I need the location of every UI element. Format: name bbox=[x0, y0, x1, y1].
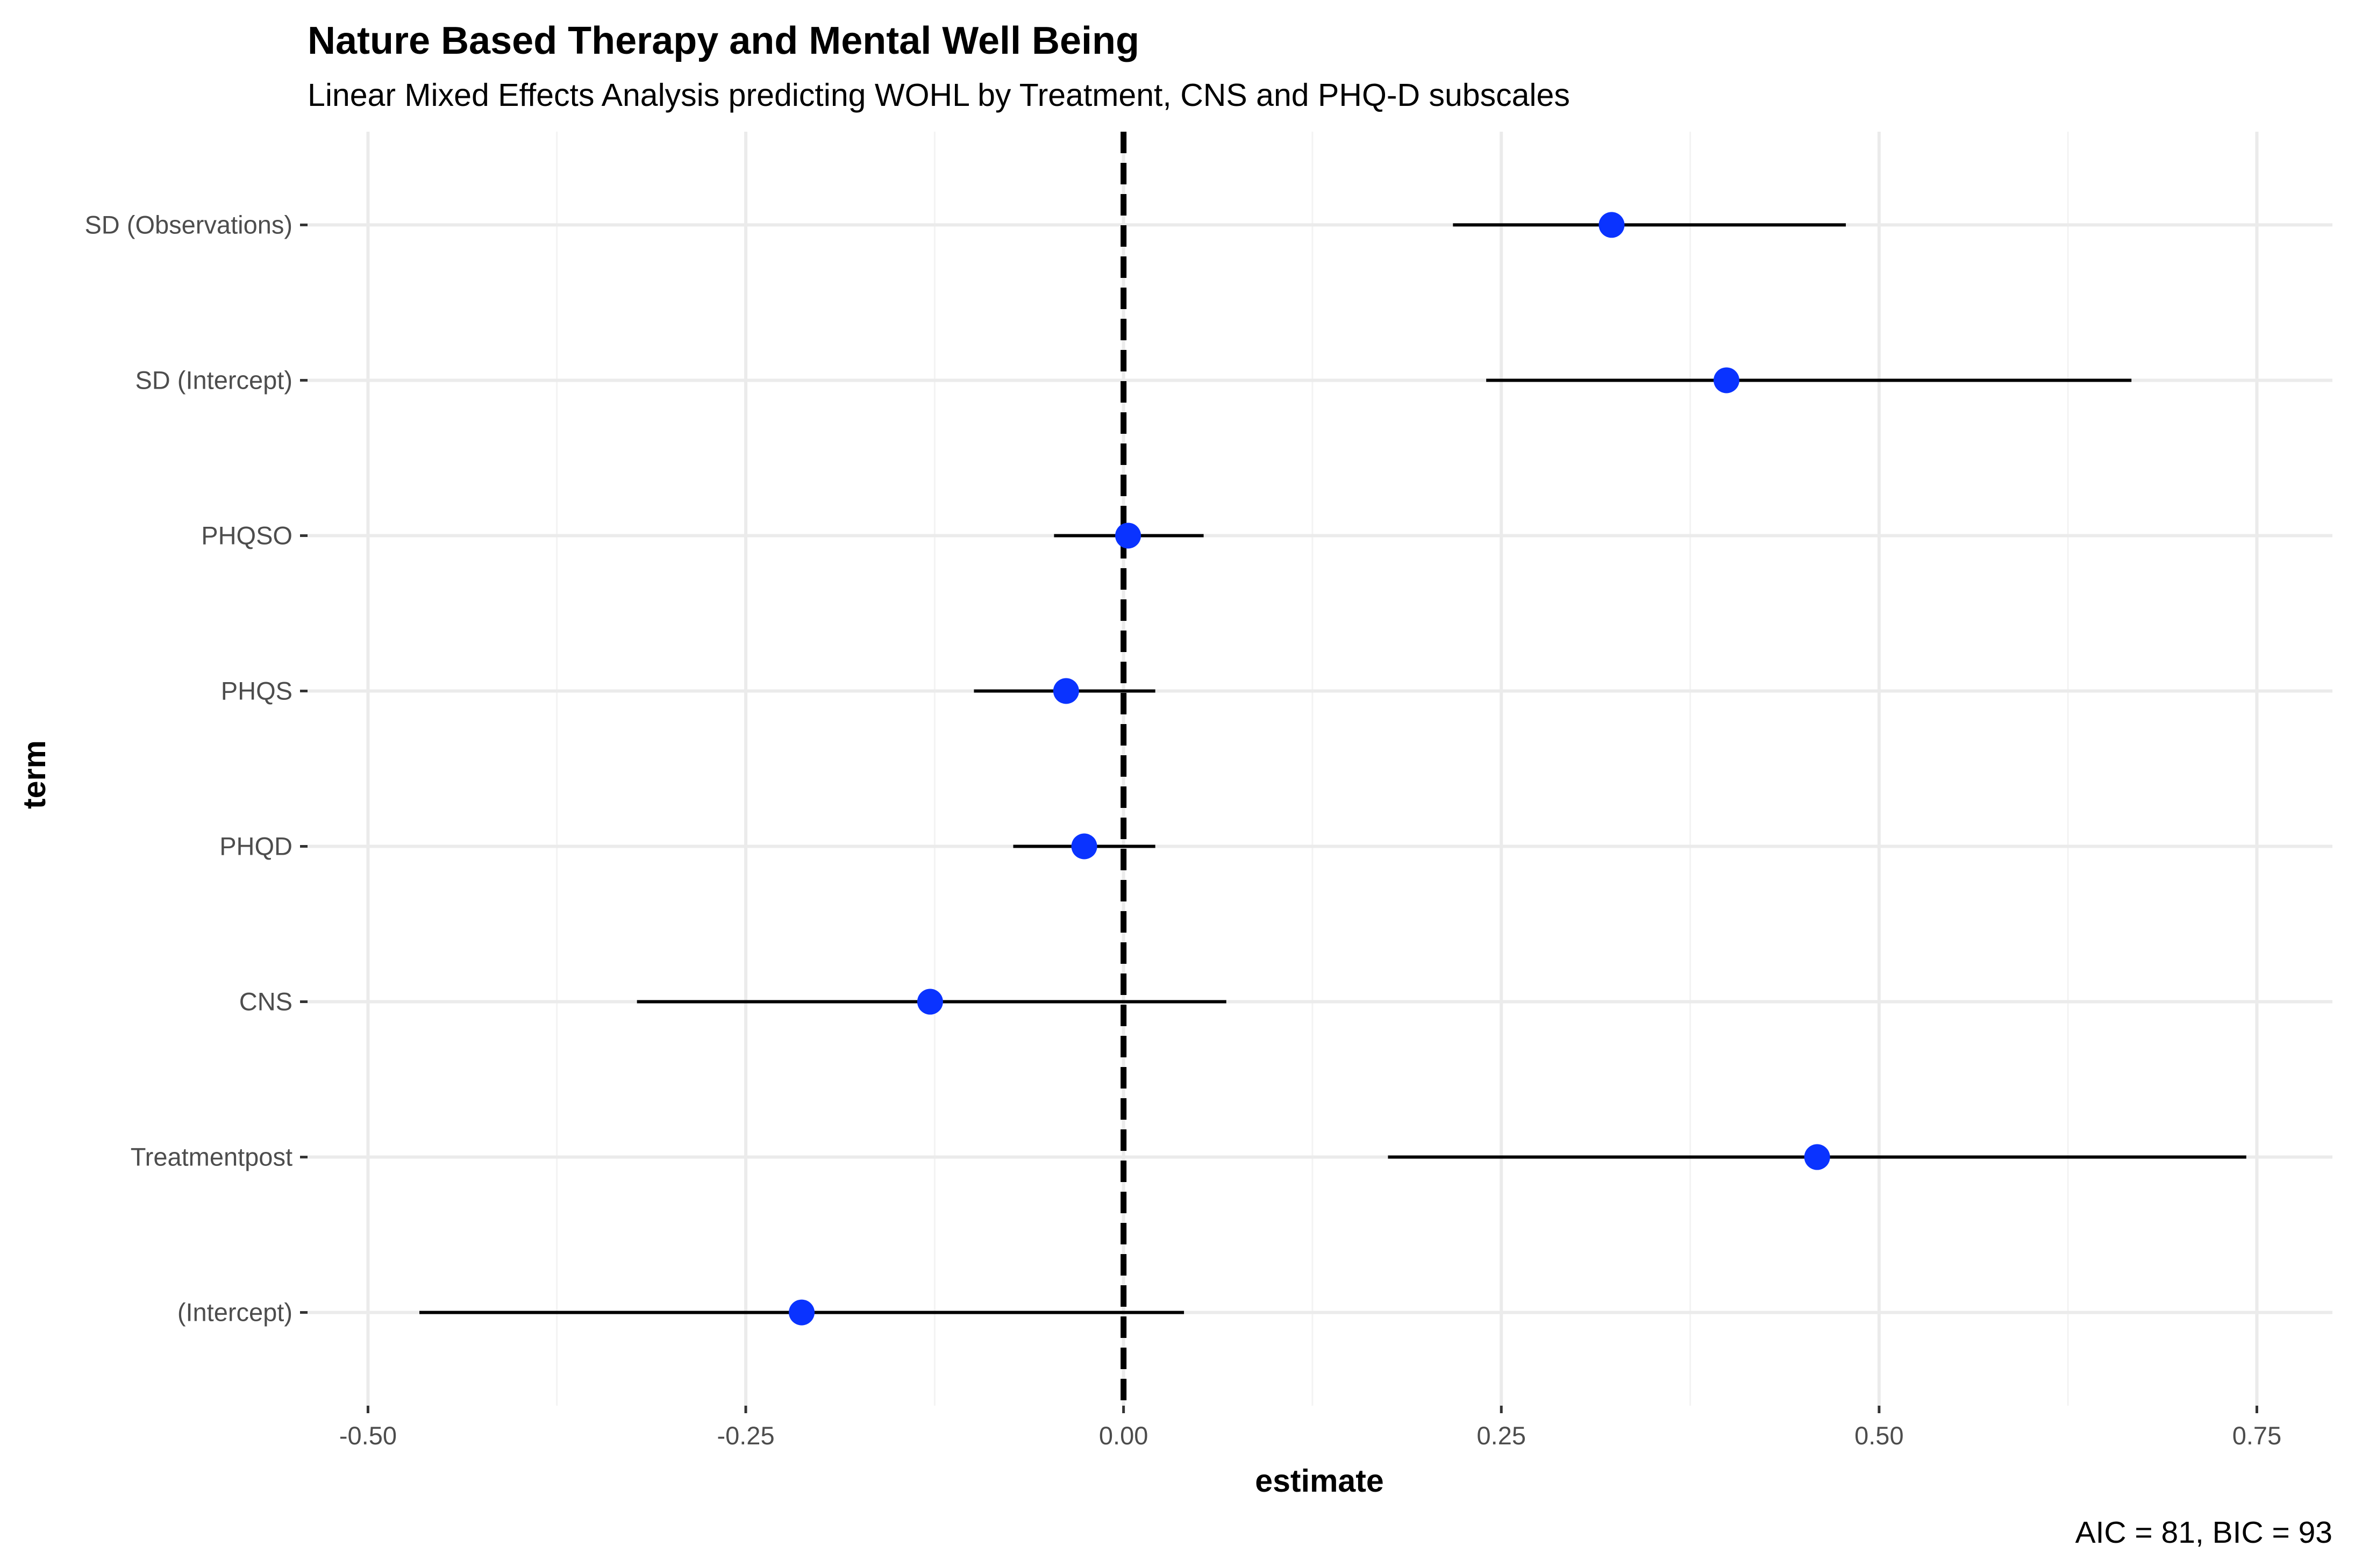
estimate-point bbox=[917, 989, 943, 1015]
y-tick-label: SD (Intercept) bbox=[135, 366, 292, 394]
y-tick-label: CNS bbox=[239, 987, 292, 1016]
estimate-point bbox=[1071, 833, 1097, 860]
estimate-point bbox=[1598, 212, 1625, 238]
chart-title: Nature Based Therapy and Mental Well Bei… bbox=[308, 19, 1139, 62]
y-axis-title: term bbox=[17, 740, 52, 809]
estimate-point bbox=[1804, 1144, 1830, 1170]
x-axis: -0.50 -0.25 0.00 0.25 0.50 0.75 bbox=[339, 1406, 2281, 1450]
x-tick-label: -0.50 bbox=[339, 1421, 397, 1450]
x-axis-title: estimate bbox=[1255, 1463, 1383, 1499]
chart-subtitle: Linear Mixed Effects Analysis predicting… bbox=[308, 77, 1570, 113]
y-tick-label: SD (Observations) bbox=[84, 210, 292, 239]
confidence-intervals bbox=[419, 223, 2246, 1314]
estimate-points bbox=[789, 212, 1830, 1326]
x-tick-label: 0.50 bbox=[1854, 1421, 1903, 1450]
y-tick-label: (Intercept) bbox=[177, 1298, 292, 1327]
estimate-point bbox=[789, 1299, 815, 1326]
x-tick-label: 0.75 bbox=[2232, 1421, 2281, 1450]
y-tick-label: PHQD bbox=[219, 832, 292, 861]
x-tick-label: -0.25 bbox=[717, 1421, 774, 1450]
estimate-point bbox=[1053, 678, 1079, 704]
estimate-point bbox=[1714, 367, 1740, 393]
estimate-point bbox=[1115, 522, 1141, 549]
x-tick-label: 0.25 bbox=[1477, 1421, 1526, 1450]
minor-gridlines bbox=[556, 132, 2069, 1406]
x-tick-label: 0.00 bbox=[1099, 1421, 1148, 1450]
y-tick-label: PHQSO bbox=[201, 521, 292, 549]
y-tick-label: Treatmentpost bbox=[131, 1143, 292, 1171]
y-axis: SD (Observations) SD (Intercept) PHQSO PHQS… bbox=[84, 210, 308, 1327]
major-gridlines bbox=[308, 132, 2332, 1406]
model-fit-caption: AIC = 81, BIC = 93 bbox=[2075, 1515, 2332, 1550]
y-tick-label: PHQS bbox=[221, 676, 292, 705]
